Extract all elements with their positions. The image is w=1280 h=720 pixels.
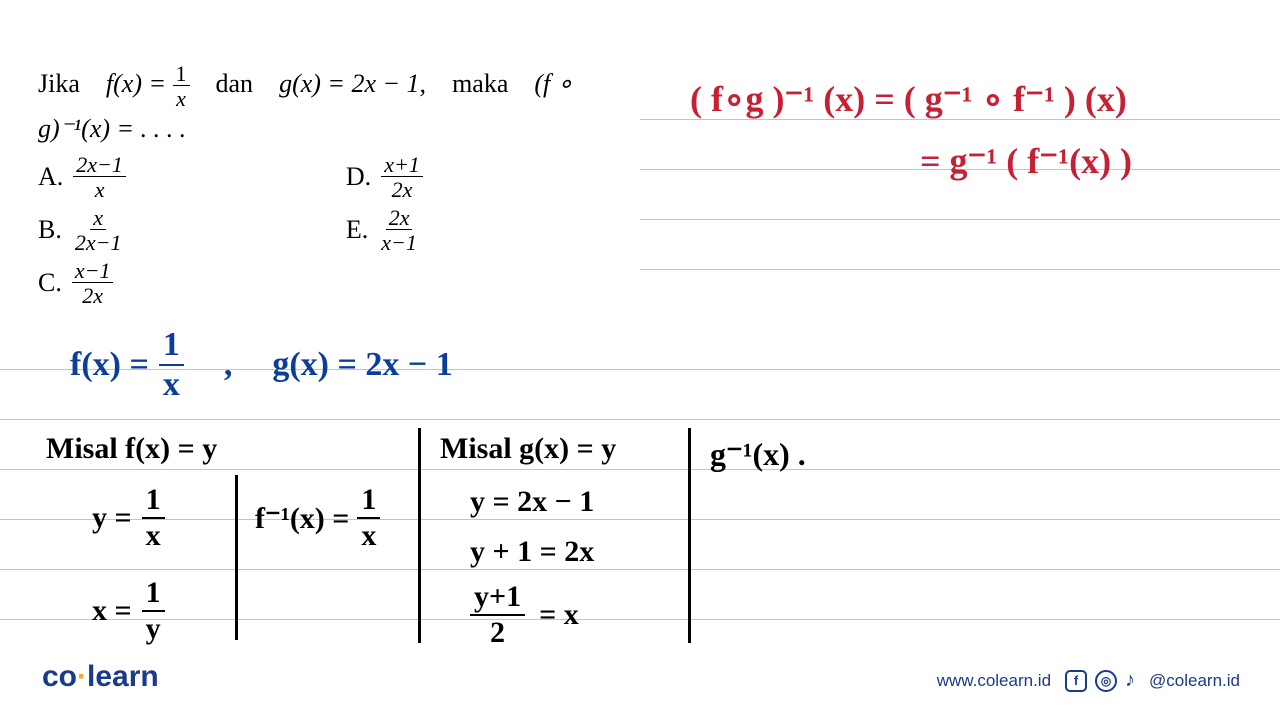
blue-fx-label: f(x) = [70, 346, 149, 384]
work-col1-l3: x = 1 y [92, 578, 165, 644]
work-col2-l1: Misal g(x) = y [440, 432, 616, 466]
q-fog: (f ∘ [534, 69, 573, 98]
q-fx-lhs: f(x) = [106, 69, 166, 98]
q-gx: g(x) = 2x − 1, [279, 69, 426, 98]
work-col3-l1: g⁻¹(x) . [710, 435, 806, 473]
q-jika: Jika [38, 69, 80, 98]
red-formula-2: = g⁻¹ ( f⁻¹(x) ) [920, 140, 1132, 182]
red-formula-1: ( f∘g )⁻¹ (x) = ( g⁻¹ ∘ f⁻¹ ) (x) [690, 78, 1127, 120]
work-col1-l2: y = 1 x [92, 485, 165, 551]
opt-a-label: A. [38, 162, 63, 192]
work-col2-l2: y = 2x − 1 [470, 485, 594, 519]
work-col1-l1: Misal f(x) = y [46, 432, 217, 466]
facebook-icon: f [1065, 670, 1087, 692]
q-maka: maka [452, 69, 508, 98]
brand-co: co [42, 660, 77, 693]
opt-e-label: E. [346, 215, 368, 245]
tiktok-icon: ♪ [1125, 669, 1135, 692]
brand-learn: learn [87, 660, 159, 693]
options-left: A. 2x−1 x B. x 2x−1 C. x−1 2x [38, 154, 126, 307]
q-dan: dan [216, 69, 254, 98]
q-fx-frac: 1 x [173, 63, 190, 110]
divider-2 [418, 428, 421, 643]
opt-b-frac: x 2x−1 [72, 207, 125, 254]
opt-c-frac: x−1 2x [72, 260, 114, 307]
social-icons: f ◎ ♪ [1065, 669, 1135, 692]
question-block: Jika f(x) = 1 x dan g(x) = 2x − 1, maka … [38, 62, 648, 307]
brand-logo: co·learn [42, 660, 159, 694]
work-col2-l4-frac: y+1 2 [470, 582, 525, 648]
work-col1b-l1-frac: 1 x [357, 485, 380, 551]
blue-fx-frac: 1 x [159, 328, 184, 402]
divider-1 [235, 475, 238, 640]
work-col1-l3-frac: 1 y [142, 578, 165, 644]
options-right: D. x+1 2x E. 2x x−1 [346, 154, 423, 307]
footer-right: www.colearn.id f ◎ ♪ @colearn.id [937, 669, 1240, 692]
opt-b-label: B. [38, 215, 62, 245]
opt-a-frac: 2x−1 x [73, 154, 126, 201]
blue-gx: g(x) = 2x − 1 [272, 346, 452, 384]
instagram-icon: ◎ [1095, 670, 1117, 692]
opt-d-frac: x+1 2x [381, 154, 423, 201]
opt-c-label: C. [38, 268, 62, 298]
opt-d-label: D. [346, 162, 371, 192]
opt-e-frac: 2x x−1 [378, 207, 420, 254]
work-col2-l4: y+1 2 = x [470, 582, 579, 648]
q-line2: g)⁻¹(x) = . . . . [38, 114, 648, 144]
work-col1b-l1: f⁻¹(x) = 1 x [255, 485, 380, 551]
work-col1-l2-frac: 1 x [142, 485, 165, 551]
footer-handle: @colearn.id [1149, 671, 1240, 691]
brand-dot-icon: · [77, 660, 87, 693]
blue-given: f(x) = 1 x , g(x) = 2x − 1 [70, 328, 453, 402]
divider-3 [688, 428, 691, 643]
work-col2-l3: y + 1 = 2x [470, 535, 594, 569]
blue-comma: , [224, 346, 233, 384]
footer-url: www.colearn.id [937, 671, 1051, 691]
